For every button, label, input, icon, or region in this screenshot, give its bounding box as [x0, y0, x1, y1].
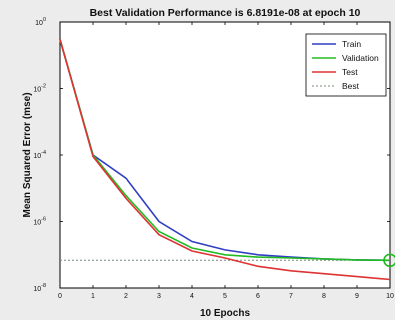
series-line-test: [59, 39, 391, 281]
legend-label: Best: [342, 81, 360, 91]
x-tick-label: 4: [190, 293, 194, 300]
y-tick-label: 10-6: [33, 217, 46, 227]
y-tick-exponent: -8: [41, 283, 46, 289]
x-tick-label: 7: [289, 293, 293, 300]
y-tick-base: 10: [33, 286, 41, 293]
y-tick-base: 10: [35, 20, 43, 27]
x-axis-label: 10 Epochs: [200, 308, 250, 319]
series-lines: [59, 39, 395, 281]
legend-label: Train: [342, 39, 361, 49]
best-epoch-marker: [383, 253, 395, 268]
y-tick-exponent: 0: [43, 17, 46, 23]
x-tick-label: 0: [58, 293, 62, 300]
x-tick-label: 2: [124, 293, 128, 300]
y-tick-base: 10: [33, 220, 41, 227]
x-tick-label: 8: [322, 293, 326, 300]
y-tick-label: 10-8: [33, 283, 46, 293]
chart-title: Best Validation Performance is 6.8191e-0…: [90, 7, 361, 19]
y-tick-exponent: -4: [41, 150, 46, 156]
x-tick-label: 5: [223, 293, 227, 300]
series-line-validation: [59, 39, 391, 262]
y-tick-base: 10: [33, 153, 41, 160]
y-tick-label: 10-4: [33, 150, 46, 160]
y-tick-exponent: -2: [41, 84, 46, 90]
y-tick-exponent: -6: [41, 217, 46, 223]
x-tick-label: 10: [386, 293, 394, 300]
x-tick-label: 9: [355, 293, 359, 300]
legend-label: Validation: [342, 53, 379, 63]
x-tick-label: 1: [91, 293, 95, 300]
x-tick-label: 6: [256, 293, 260, 300]
y-tick-base: 10: [33, 87, 41, 94]
y-tick-label: 10-2: [33, 84, 46, 94]
legend-label: Test: [342, 67, 358, 77]
legend: Train Validation Test Best: [305, 33, 387, 97]
x-tick-label: 3: [157, 293, 161, 300]
y-axis-label: Mean Squared Error (mse): [22, 92, 33, 217]
y-tick-label: 100: [35, 17, 46, 27]
